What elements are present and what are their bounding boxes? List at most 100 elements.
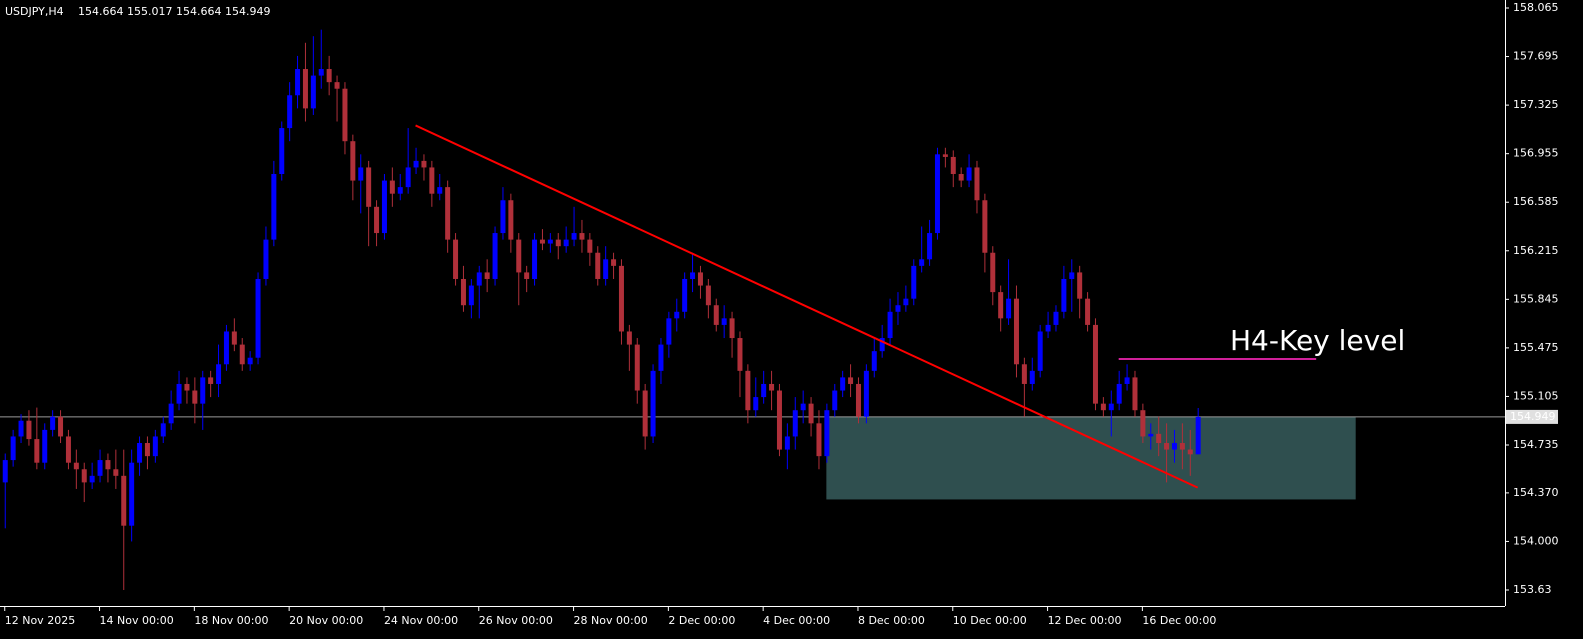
candle-body — [626, 331, 632, 345]
candle-body — [895, 305, 901, 312]
candle-body — [595, 252, 601, 279]
y-tick-label: 154.370 — [1513, 486, 1559, 499]
candle-body — [1156, 433, 1162, 444]
candle-body — [998, 292, 1004, 319]
candle-body — [942, 154, 948, 157]
candle-body — [421, 160, 427, 168]
candle-body — [1092, 324, 1098, 404]
candle-body — [547, 239, 553, 244]
trendline — [415, 124, 1199, 489]
candle-body — [753, 397, 759, 411]
y-tick-label: 158.065 — [1513, 1, 1559, 14]
candle-body — [168, 403, 174, 424]
candle-body — [563, 239, 569, 247]
candle-body — [658, 344, 664, 371]
candle-body — [1045, 324, 1051, 332]
candle-body — [697, 272, 703, 286]
candle-body — [539, 239, 545, 244]
candle-body — [121, 475, 127, 526]
last-open: 154.664 — [78, 5, 124, 18]
candle-body — [1164, 443, 1170, 450]
candle-body — [1108, 403, 1114, 411]
candle-body — [982, 200, 988, 253]
candle-body — [216, 364, 222, 384]
candle-body — [682, 278, 688, 312]
candle-body — [745, 370, 751, 411]
candle-body — [460, 278, 466, 306]
candle-body — [247, 357, 253, 365]
candle-body — [184, 383, 190, 391]
candle-body — [579, 233, 585, 240]
candle-body — [603, 259, 609, 279]
candle-body — [1132, 377, 1138, 411]
x-tick-label: 20 Nov 00:00 — [289, 614, 363, 627]
candle-body — [105, 460, 111, 470]
candle-body — [690, 272, 696, 279]
candle-body — [58, 416, 64, 437]
candle-body — [666, 318, 672, 345]
candle-body — [263, 239, 269, 279]
candle-body — [713, 305, 719, 325]
candle-body — [2, 460, 8, 483]
candle-body — [381, 180, 387, 234]
candle-body — [571, 233, 577, 240]
y-tick-label: 155.105 — [1513, 389, 1559, 402]
y-tick-label: 154.735 — [1513, 438, 1559, 451]
candle-body — [113, 469, 119, 476]
candle-body — [374, 206, 380, 234]
candle-body — [587, 239, 593, 253]
x-tick-label: 16 Dec 00:00 — [1142, 614, 1216, 627]
candle-body — [1085, 298, 1091, 325]
candle-body — [10, 436, 16, 461]
candle-body — [721, 318, 727, 325]
candle-body — [445, 187, 451, 240]
candle-body — [516, 239, 522, 273]
y-tick-label: 155.845 — [1513, 292, 1559, 305]
x-tick-label: 4 Dec 00:00 — [763, 614, 830, 627]
x-tick-label: 12 Dec 00:00 — [1048, 614, 1122, 627]
candle-body — [611, 259, 617, 266]
candle-body — [855, 383, 861, 417]
candle-body — [429, 167, 435, 194]
candle-body — [334, 82, 340, 89]
current-price-label: 154.949 — [1510, 410, 1556, 423]
candle-body — [1053, 311, 1059, 325]
candle-body — [705, 285, 711, 306]
candle-body — [350, 141, 356, 181]
candle-body — [1100, 403, 1106, 411]
candle-body — [919, 259, 925, 266]
candle-body — [397, 187, 403, 194]
candle-body — [302, 69, 308, 109]
candle-body — [903, 298, 909, 306]
candle-body — [326, 69, 332, 83]
candle-body — [318, 69, 324, 76]
x-tick-label: 24 Nov 00:00 — [384, 614, 458, 627]
candle-body — [1179, 443, 1185, 450]
candle-body — [832, 390, 838, 411]
candle-body — [508, 200, 514, 240]
candle-body — [26, 420, 32, 440]
candle-body — [97, 460, 103, 476]
candle-body — [776, 390, 782, 450]
candle-body — [42, 429, 48, 463]
candle-body — [137, 443, 143, 463]
candle-body — [769, 383, 775, 391]
candle-body — [848, 377, 854, 384]
candle-body — [966, 167, 972, 181]
candle-body — [950, 156, 956, 175]
candle-body — [934, 154, 940, 234]
candle-body — [208, 377, 214, 384]
x-tick-label: 14 Nov 00:00 — [100, 614, 174, 627]
candle-body — [808, 403, 814, 424]
candle-body — [1187, 449, 1193, 455]
candle-body — [824, 410, 830, 457]
y-tick-label: 155.475 — [1513, 341, 1559, 354]
candle-body — [555, 239, 561, 247]
candle-body — [927, 233, 933, 260]
chart-title: USDJPY,H4 — [5, 5, 64, 18]
candle-body — [500, 200, 506, 234]
candle-body — [1171, 443, 1177, 450]
candle-body — [800, 403, 806, 411]
